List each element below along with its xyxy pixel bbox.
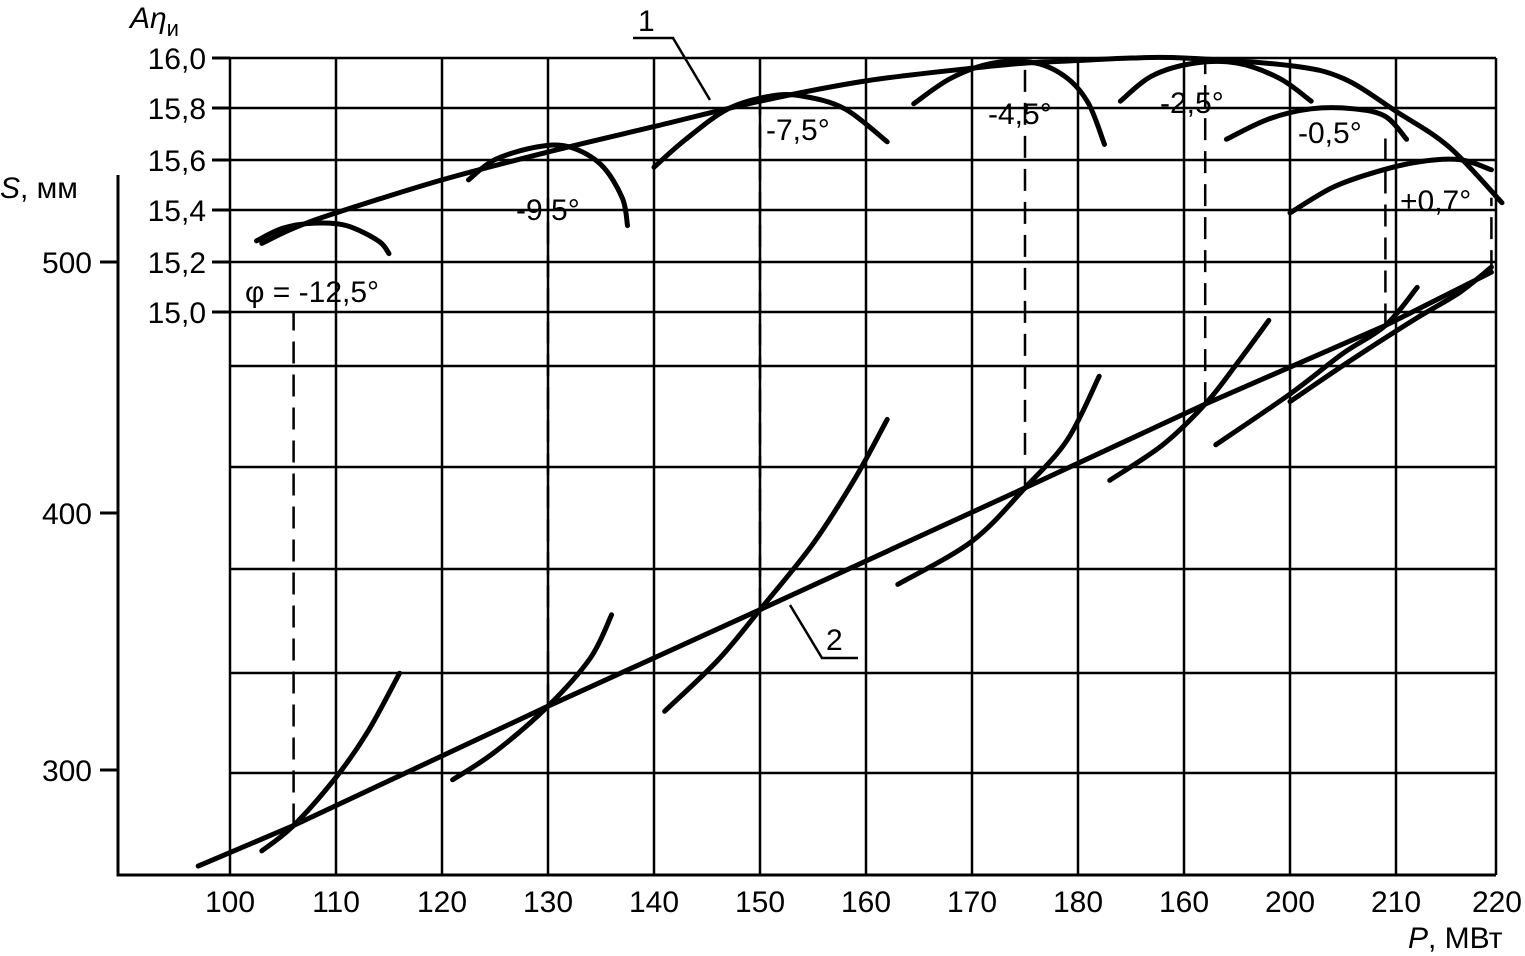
x-tick-labels: 100 110 120 130 140 150 160 170 180 160 …	[205, 886, 1522, 919]
angle-label: -7,5°	[766, 114, 830, 147]
stroke-tick-labels: 500 400 300	[42, 247, 92, 788]
efficiency-curve-8	[1287, 156, 1494, 216]
efficiency-tick-labels: 16,0 15,8 15,6 15,4 15,2 15,0	[148, 43, 206, 330]
label-2-leader	[788, 604, 858, 660]
stroke-curve-11	[662, 416, 890, 714]
x-tick-label: 130	[523, 886, 573, 919]
eff-tick-label: 15,6	[148, 145, 206, 178]
label-1-leader	[633, 36, 712, 101]
efficiency-curve-5	[911, 58, 1107, 147]
stroke-curve-15	[1287, 264, 1494, 405]
stroke-curve-10	[450, 612, 615, 783]
series-curves	[195, 54, 1505, 869]
stroke-curve-14	[1213, 284, 1420, 448]
curve-label-1: 1	[638, 5, 655, 38]
eff-tick-label: 15,2	[148, 247, 206, 280]
x-tick-label: 180	[1053, 886, 1103, 919]
y-tick-marks	[100, 56, 230, 772]
x-axis-label: P, МВт	[1408, 922, 1503, 955]
stroke-tick-label: 400	[42, 498, 92, 531]
efficiency-curve-2	[254, 220, 392, 257]
angle-label: φ = -12,5°	[245, 276, 379, 309]
efficiency-curve-3	[466, 142, 630, 229]
stroke-curve-9	[259, 670, 403, 854]
stroke-curve-13	[1107, 317, 1272, 483]
x-tick-label: 210	[1371, 886, 1421, 919]
axis-frame	[116, 175, 1496, 877]
y-efficiency-axis-label: Aηи	[128, 2, 179, 41]
eff-tick-label: 16,0	[148, 43, 206, 76]
stroke-curve-12	[895, 373, 1102, 587]
angle-dashed-lines	[292, 63, 1493, 826]
angle-labels: φ = -12,5° -9 5° -7,5° -4,5° -2,5° -0,5°…	[245, 87, 1471, 309]
eff-tick-label: 15,4	[148, 195, 206, 228]
eff-tick-label: 15,8	[148, 93, 206, 126]
x-tick-label: 120	[417, 886, 467, 919]
x-tick-label: 170	[947, 886, 997, 919]
x-tick-label: 220	[1472, 886, 1522, 919]
stroke-line-1	[195, 269, 1494, 869]
x-tick-label: 110	[312, 886, 360, 919]
y-stroke-axis-label: S, мм	[0, 172, 78, 205]
angle-label: -4,5°	[988, 98, 1052, 131]
angle-label: -9 5°	[516, 194, 580, 227]
stroke-tick-label: 300	[42, 755, 92, 788]
efficiency-curve-4	[651, 92, 890, 170]
x-tick-label: 150	[735, 886, 785, 919]
curve-label-2: 2	[826, 624, 843, 657]
angle-label: -0,5°	[1298, 117, 1362, 150]
eff-tick-label: 15,0	[148, 297, 206, 330]
x-tick-label: 200	[1265, 886, 1315, 919]
angle-label: +0,7°	[1400, 185, 1471, 218]
efficiency-envelope-0	[259, 54, 1505, 246]
efficiency-curve-6	[1117, 58, 1314, 104]
x-tick-label: 100	[205, 886, 255, 919]
x-tick-label: 160	[841, 886, 891, 919]
x-tick-label: 140	[629, 886, 679, 919]
angle-label: -2,5°	[1160, 87, 1224, 120]
stroke-tick-label: 500	[42, 247, 92, 280]
x-tick-label: 160	[1159, 886, 1209, 919]
efficiency-curve-7	[1223, 105, 1410, 142]
